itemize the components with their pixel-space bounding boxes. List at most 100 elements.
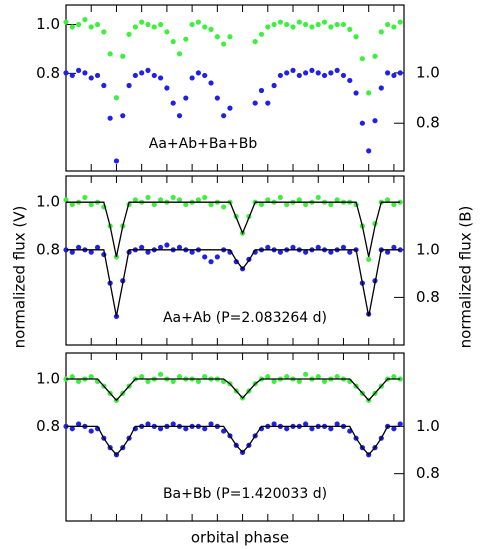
data-point	[296, 378, 302, 384]
data-point	[303, 371, 309, 377]
data-point	[132, 24, 138, 30]
data-point	[309, 67, 315, 73]
data-point	[378, 85, 384, 91]
data-point	[221, 204, 227, 210]
data-point	[277, 72, 284, 79]
data-point	[252, 100, 258, 106]
data-point	[202, 24, 208, 30]
data-point	[170, 100, 176, 106]
data-point	[227, 34, 233, 40]
data-point	[296, 19, 302, 25]
data-point	[258, 31, 265, 37]
data-point	[334, 374, 340, 380]
data-point	[397, 421, 403, 427]
data-point	[271, 82, 277, 89]
data-point	[69, 72, 75, 79]
y-tick-label: 1.0	[36, 370, 60, 388]
data-point	[315, 194, 321, 201]
data-point	[290, 24, 296, 30]
data-point	[328, 70, 334, 76]
data-point	[126, 31, 132, 37]
data-point	[284, 201, 290, 208]
data-point	[101, 29, 107, 35]
data-point	[265, 244, 271, 251]
data-point	[189, 21, 195, 28]
data-point	[296, 197, 302, 203]
data-point	[151, 201, 157, 208]
data-point	[202, 426, 208, 432]
y2-tick-label: 0.8	[416, 114, 440, 132]
data-point	[139, 70, 145, 76]
y2-tick-label: 0.8	[416, 288, 440, 306]
data-point	[372, 118, 378, 124]
data-point	[208, 26, 214, 33]
data-point	[347, 249, 353, 255]
y2-tick-label: 1.0	[416, 417, 440, 435]
data-point	[151, 72, 157, 79]
data-point	[145, 421, 151, 427]
data-point	[271, 421, 277, 427]
data-point	[372, 53, 378, 59]
data-point	[265, 197, 271, 203]
data-point	[63, 197, 69, 203]
plot-frame	[65, 352, 405, 522]
data-point	[353, 34, 359, 40]
data-point	[258, 87, 265, 94]
data-point	[221, 428, 227, 434]
data-point	[183, 36, 189, 42]
data-point	[303, 201, 309, 208]
data-point	[195, 19, 202, 25]
data-point	[397, 70, 403, 76]
y-tick-label: 0.8	[36, 64, 60, 82]
data-point	[284, 21, 290, 28]
data-point	[385, 197, 391, 203]
data-point	[334, 421, 340, 427]
data-point	[290, 67, 296, 73]
data-point	[76, 378, 82, 384]
data-point	[284, 426, 290, 432]
data-point	[170, 194, 176, 201]
data-point	[164, 85, 170, 91]
data-point	[334, 197, 340, 203]
y-tick-label: 1.0	[36, 15, 60, 33]
data-point	[265, 24, 271, 30]
annotation: Aa+Ab+Ba+Bb	[149, 136, 258, 152]
data-point	[202, 254, 208, 260]
y-tick-label: 0.8	[36, 417, 60, 435]
data-point	[126, 82, 132, 89]
data-point	[76, 67, 82, 73]
data-point	[277, 19, 284, 25]
data-point	[195, 197, 202, 203]
annotation: Ba+Bb (P=1.420033 d)	[163, 486, 327, 502]
data-point	[82, 17, 88, 23]
data-point	[145, 194, 151, 201]
data-point	[195, 70, 202, 76]
data-point	[340, 72, 347, 79]
data-point	[347, 26, 353, 33]
data-point	[385, 249, 391, 255]
data-point	[391, 201, 397, 208]
data-point	[366, 256, 372, 262]
data-point	[385, 21, 391, 28]
data-point	[334, 21, 340, 28]
data-point	[385, 70, 391, 76]
data-point	[145, 67, 151, 73]
data-point	[303, 421, 309, 427]
data-point	[76, 21, 82, 28]
data-point	[170, 378, 176, 384]
data-point	[315, 70, 321, 76]
data-point	[296, 72, 302, 79]
data-point	[157, 197, 164, 203]
data-point	[157, 371, 164, 377]
data-point	[202, 72, 208, 79]
data-point	[164, 242, 170, 248]
data-point	[63, 19, 69, 25]
data-point	[347, 77, 353, 84]
data-point	[340, 244, 347, 251]
data-point	[208, 201, 214, 208]
data-point	[328, 249, 334, 255]
data-point	[88, 428, 94, 434]
data-point	[202, 194, 208, 201]
data-point	[315, 21, 321, 28]
